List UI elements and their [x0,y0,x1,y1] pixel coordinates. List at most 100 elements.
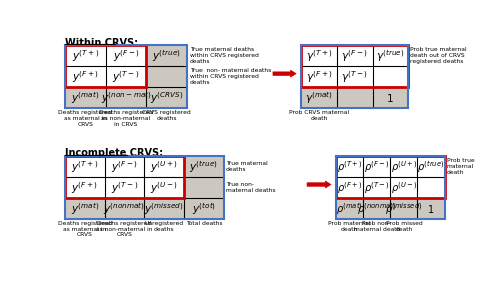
Text: Prob CRVS maternal
death: Prob CRVS maternal death [289,110,349,121]
Bar [144,156,184,177]
Text: $\gamma^{(true)}$: $\gamma^{(true)}$ [376,48,404,64]
Bar [301,45,408,87]
Bar [363,156,390,177]
Text: $y^{(true)}$: $y^{(true)}$ [152,48,182,64]
Bar [418,156,444,177]
Text: $y^{(T+)}$: $y^{(T+)}$ [72,48,99,64]
Bar [144,198,184,219]
Text: Deaths registered
as maternal in
CRVS: Deaths registered as maternal in CRVS [58,110,112,127]
Bar [65,198,104,219]
Bar [65,156,184,198]
Bar [146,66,188,87]
Text: $y^{(F+)}$: $y^{(F+)}$ [71,180,98,195]
Text: $\rho^{(T-)}$: $\rho^{(T-)}$ [364,180,390,195]
Bar [184,198,224,219]
Text: $y^{(CRVS)}$: $y^{(CRVS)}$ [150,90,184,106]
Bar [372,87,408,108]
Text: $\gamma^{(F+)}$: $\gamma^{(F+)}$ [306,69,332,85]
Text: $\rho^{(true)}$: $\rho^{(true)}$ [418,159,444,174]
Bar [65,66,106,87]
Text: $y^{(mat)}$: $y^{(mat)}$ [71,90,100,106]
Bar [337,66,372,87]
Bar [65,87,106,108]
Bar [372,66,408,87]
Bar [104,198,144,219]
Bar [337,87,372,108]
Text: $y^{(true)}$: $y^{(true)}$ [190,159,218,174]
Text: $y^{(nonmat)}$: $y^{(nonmat)}$ [104,201,146,217]
Text: CRVS registered
deaths: CRVS registered deaths [142,110,191,121]
Text: $y^{(T-)}$: $y^{(T-)}$ [111,180,138,195]
Bar [390,156,417,177]
Bar [65,156,224,219]
Text: $\rho^{(F-)}$: $\rho^{(F-)}$ [364,159,390,174]
Bar [65,177,104,198]
Text: $y^{(F-)}$: $y^{(F-)}$ [112,48,140,64]
Bar [301,87,337,108]
Bar [65,156,104,177]
Bar [104,177,144,198]
Text: Unregistered
deaths: Unregistered deaths [144,221,184,232]
Bar [336,177,363,198]
Text: Deaths registered
as maternal in
CRVS: Deaths registered as maternal in CRVS [58,221,112,237]
Text: $\gamma^{(T+)}$: $\gamma^{(T+)}$ [306,48,332,64]
Text: $\gamma^{(F-)}$: $\gamma^{(F-)}$ [342,48,368,64]
Text: $y^{(T+)}$: $y^{(T+)}$ [71,159,99,174]
Text: $1$: $1$ [386,92,394,104]
Text: $\gamma^{(mat)}$: $\gamma^{(mat)}$ [305,90,333,106]
Bar [104,156,144,177]
Text: Within CRVS:: Within CRVS: [65,38,138,48]
Text: Prob maternal
death: Prob maternal death [328,221,371,232]
Bar [390,198,417,219]
Bar [106,87,146,108]
Bar [106,45,146,66]
Text: Incomplete CRVS:: Incomplete CRVS: [65,148,163,158]
Bar [337,45,372,66]
Text: True maternal
deaths: True maternal deaths [226,161,268,172]
Bar [65,45,188,108]
Text: $\rho^{(F+)}$: $\rho^{(F+)}$ [337,180,362,195]
Bar [146,87,188,108]
Text: $y^{(T-)}$: $y^{(T-)}$ [112,69,140,85]
Bar [363,198,390,219]
Bar [336,156,444,219]
Bar [336,156,363,177]
Bar [301,45,408,108]
Text: Total deaths: Total deaths [186,221,222,226]
Text: Prob non-
maternal death: Prob non- maternal death [354,221,400,232]
Text: $\rho^{(nonmat)}$: $\rho^{(nonmat)}$ [357,201,397,217]
Bar [65,45,106,66]
Bar [390,177,417,198]
Bar [336,156,444,198]
Text: $y^{(F-)}$: $y^{(F-)}$ [111,159,138,174]
Bar [372,45,408,66]
Text: Deaths registered
as non-maternal in
CRVS: Deaths registered as non-maternal in CRV… [96,221,152,237]
Text: $\rho^{(missed)}$: $\rho^{(missed)}$ [385,201,422,217]
Text: $y^{(missed)}$: $y^{(missed)}$ [144,201,184,217]
Text: $\rho^{(U+)}$: $\rho^{(U+)}$ [390,159,417,174]
Text: $1$: $1$ [428,203,434,215]
Bar [184,156,224,177]
Bar [418,177,444,198]
Text: $\rho^{(T+)}$: $\rho^{(T+)}$ [336,159,362,174]
Text: Deaths registered
as non-maternal
in CRVS: Deaths registered as non-maternal in CRV… [99,110,153,127]
Text: Prob missed
death: Prob missed death [386,221,422,232]
Text: $y^{(tot)}$: $y^{(tot)}$ [192,201,216,217]
Text: Prob true
maternal
death: Prob true maternal death [447,158,474,175]
Text: $y^{(F+)}$: $y^{(F+)}$ [72,69,99,85]
Text: True maternal deaths
within CRVS registered
deaths: True maternal deaths within CRVS registe… [190,47,258,64]
Bar [144,177,184,198]
Text: $y^{(non-mat)}$: $y^{(non-mat)}$ [100,90,152,106]
Text: True  non- maternal deaths
within CRVS registered
deaths: True non- maternal deaths within CRVS re… [190,69,271,85]
Bar [336,198,363,219]
Bar [301,66,337,87]
Text: $\rho^{(mat)}$: $\rho^{(mat)}$ [336,201,363,217]
Bar [418,198,444,219]
Text: True non-
maternal deaths: True non- maternal deaths [226,182,276,193]
Text: $\rho^{(U-)}$: $\rho^{(U-)}$ [390,180,417,195]
Bar [184,177,224,198]
Text: $y^{(U+)}$: $y^{(U+)}$ [150,159,178,174]
Bar [301,45,337,66]
Text: $\gamma^{(T-)}$: $\gamma^{(T-)}$ [341,69,368,85]
Text: $y^{(U-)}$: $y^{(U-)}$ [150,180,178,195]
